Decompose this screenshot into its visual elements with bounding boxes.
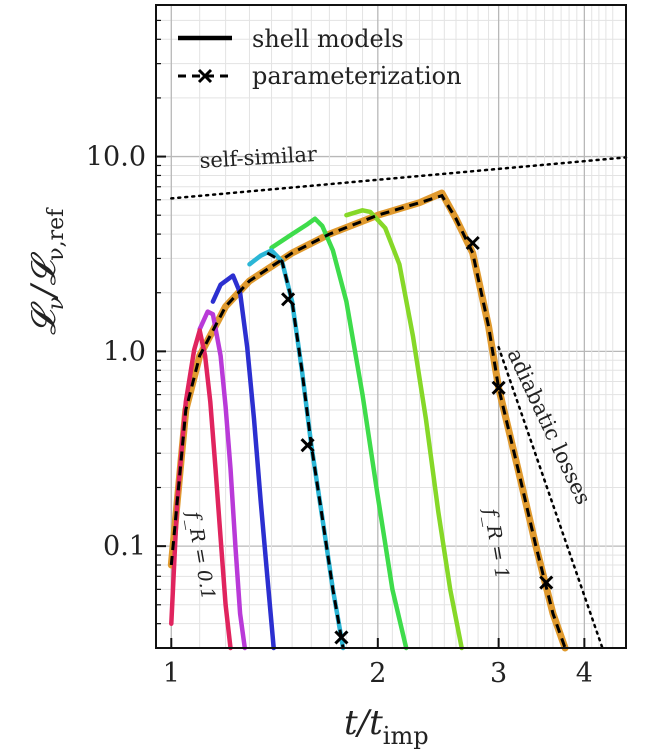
series-fr-0-1 <box>169 328 233 651</box>
x-tick-label: 3 <box>490 658 507 689</box>
x-marker <box>300 438 315 453</box>
legend: shell models parameterization <box>178 25 462 90</box>
annotation-adiabatic-losses: adiabatic losses <box>502 345 595 508</box>
series-fr-0-6 <box>269 216 409 651</box>
legend-label-parameterization: parameterization <box>252 62 462 90</box>
x-marker-stroke <box>334 630 349 645</box>
y-tick-label: 0.1 <box>103 531 146 562</box>
legend-label-shell-models: shell models <box>252 25 404 53</box>
x-tick-label: 4 <box>576 658 593 689</box>
x-tick-label: 2 <box>369 658 386 689</box>
x-marker-stroke <box>539 575 554 590</box>
x-marker-stroke <box>491 380 506 395</box>
grid <box>156 4 626 649</box>
x-marker <box>491 380 506 395</box>
reference-line <box>497 345 604 650</box>
series-layer <box>167 156 628 652</box>
x-marker-stroke <box>281 292 296 307</box>
y-tick-label: 10.0 <box>86 142 146 173</box>
series-fr-0-8 <box>344 208 464 651</box>
reference-line <box>170 156 628 200</box>
parameterization-line <box>169 193 567 649</box>
x-marker <box>281 292 296 307</box>
x-axis-label: t/timp <box>344 703 429 749</box>
x-marker <box>465 235 480 251</box>
tick-layer: 0.1 1.0 10.0 1 2 3 4 <box>86 4 593 689</box>
x-marker-stroke <box>300 438 315 453</box>
y-tick-label: 1.0 <box>103 336 146 367</box>
series-fr-0-3 <box>210 273 276 651</box>
parameterization-line <box>266 251 345 649</box>
x-marker <box>334 630 349 645</box>
x-marker-stroke <box>465 235 480 251</box>
annotation-self-similar: self-similar <box>199 142 319 173</box>
x-tick-label: 1 <box>163 658 180 689</box>
x-marker <box>539 575 554 590</box>
legend-x-marker <box>197 68 213 84</box>
plot-frame <box>155 4 627 649</box>
series-fr-0-2 <box>197 309 248 651</box>
y-axis-label: 𝓛ν/𝓛ν,ref <box>24 207 69 335</box>
